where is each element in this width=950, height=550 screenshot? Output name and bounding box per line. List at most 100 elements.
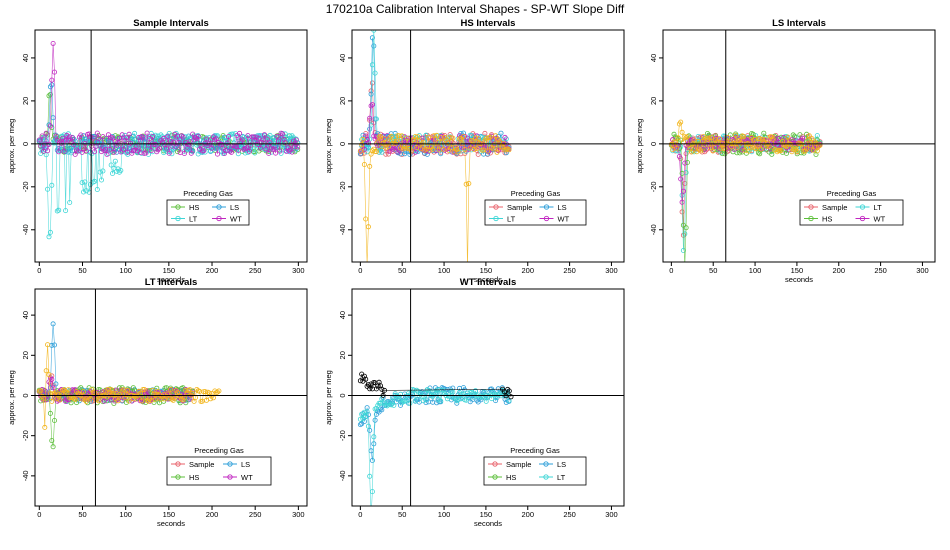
data-point — [134, 393, 140, 399]
x-tick-label: 300 — [916, 266, 929, 275]
data-point — [50, 444, 56, 450]
data-point — [415, 396, 421, 402]
data-point — [184, 144, 190, 150]
x-tick-label: 250 — [874, 266, 887, 275]
data-point — [502, 134, 508, 140]
data-point — [710, 148, 716, 154]
legend-box — [166, 199, 250, 226]
data-point — [74, 147, 80, 153]
legend-swatch-point — [543, 204, 550, 210]
data-point — [438, 398, 444, 404]
data-point — [290, 138, 296, 144]
data-point — [82, 397, 88, 403]
x-tick-label: 0 — [37, 266, 41, 275]
data-point — [379, 386, 385, 392]
data-point — [71, 142, 77, 148]
legend-entry-hs: HS — [488, 473, 516, 482]
x-tick-label: 200 — [832, 266, 845, 275]
data-point — [87, 134, 93, 140]
data-point — [369, 62, 375, 68]
data-point — [383, 151, 389, 157]
data-point — [132, 147, 138, 153]
data-point — [733, 132, 739, 138]
y-tick-label: -20 — [338, 181, 347, 192]
data-point — [363, 376, 369, 382]
data-point — [369, 489, 375, 495]
data-point — [224, 140, 230, 146]
data-point — [367, 163, 373, 169]
y-axis-label: approx. per meg — [635, 119, 644, 174]
legend-label: Sample — [189, 460, 214, 469]
data-point — [483, 398, 489, 404]
data-point — [364, 409, 370, 415]
y-tick-label: -20 — [338, 430, 347, 441]
data-point — [244, 145, 250, 151]
data-point — [42, 424, 48, 430]
data-point — [769, 151, 775, 157]
data-point — [679, 209, 685, 215]
data-point — [506, 147, 512, 153]
x-tick-label: 100 — [438, 510, 451, 519]
data-point — [168, 386, 174, 392]
data-point — [70, 135, 76, 141]
legend-swatch-point — [227, 474, 233, 480]
data-point — [268, 145, 274, 151]
data-point — [794, 148, 800, 154]
x-tick-label: 300 — [292, 510, 305, 519]
data-point — [56, 207, 62, 213]
data-point — [434, 132, 440, 138]
data-point — [682, 231, 688, 237]
data-point — [166, 150, 172, 156]
data-point — [383, 145, 389, 151]
legend: Preceding Gas Sample LT HS WT — [799, 189, 904, 226]
legend-box — [166, 456, 272, 486]
data-point — [81, 388, 87, 394]
data-point — [286, 133, 292, 139]
data-point — [778, 147, 784, 153]
data-point — [65, 387, 71, 393]
data-point — [181, 150, 187, 156]
data-point — [365, 261, 369, 262]
y-tick-label: 20 — [21, 351, 30, 359]
data-point — [85, 400, 91, 406]
data-point — [49, 438, 55, 444]
data-point — [422, 147, 428, 153]
data-point — [407, 145, 413, 151]
legend-swatch-point — [808, 204, 814, 210]
legend-label: HS — [822, 215, 832, 224]
data-point — [385, 151, 391, 157]
data-point — [689, 149, 695, 155]
data-point — [420, 398, 426, 404]
data-point — [248, 142, 254, 148]
data-point — [776, 135, 782, 141]
data-point — [230, 131, 236, 137]
data-point — [671, 131, 677, 137]
legend-swatch-point — [493, 204, 499, 210]
panel-title: Sample Intervals — [133, 18, 209, 29]
x-tick-label: 200 — [206, 266, 219, 275]
data-point — [474, 146, 480, 152]
data-point — [71, 396, 77, 402]
legend-entry-lt: LT — [539, 473, 566, 482]
data-point — [259, 139, 265, 145]
data-point — [672, 134, 678, 140]
x-tick-label: 150 — [163, 266, 176, 275]
data-point — [49, 398, 55, 404]
data-point — [506, 388, 512, 394]
data-point — [99, 149, 105, 155]
data-point — [361, 409, 367, 415]
data-point — [793, 134, 799, 140]
data-point — [208, 148, 214, 154]
legend-box — [483, 456, 587, 486]
data-point — [403, 148, 409, 154]
data-point — [505, 146, 511, 152]
data-point — [678, 176, 684, 182]
data-point — [115, 396, 121, 402]
data-point — [440, 387, 446, 393]
data-point — [363, 131, 369, 137]
series-line — [360, 374, 512, 397]
data-point — [363, 216, 369, 222]
data-point — [47, 123, 53, 129]
data-point — [440, 146, 446, 152]
data-point — [503, 136, 509, 142]
